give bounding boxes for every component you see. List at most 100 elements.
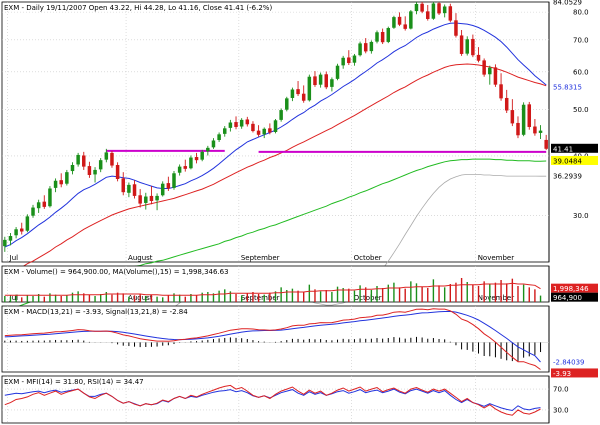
candle-body xyxy=(149,195,154,202)
candle-body xyxy=(454,20,458,36)
osc-right-label-bg xyxy=(551,384,598,394)
candle-body xyxy=(409,11,413,29)
panel-title: EXM - MACD(13,21) = -3.93, Signal(13,21,… xyxy=(4,308,188,316)
y-tick-label: 80.0 xyxy=(573,9,589,17)
candle-body xyxy=(194,157,199,161)
price-right-label: 55.8315 xyxy=(553,83,582,91)
candle-body xyxy=(363,43,368,52)
candle-body xyxy=(115,164,120,180)
candle-body xyxy=(279,110,283,120)
price-right-label: 84.0529 xyxy=(553,0,582,6)
candle-body xyxy=(93,169,97,175)
price-right-label-bg xyxy=(551,0,598,6)
candle-body xyxy=(341,57,345,66)
y-tick-label: 50.0 xyxy=(573,106,589,114)
price-panel: 30.040.050.060.070.080.0JulAugustSeptemb… xyxy=(1,0,598,355)
candle-body xyxy=(121,178,125,193)
panel-title: EXM - MFI(14) = 31.80, RSI(14) = 34.47 xyxy=(4,378,144,386)
candle-body xyxy=(14,229,18,236)
macd-panel: EXM - MACD(13,21) = -3.93, Signal(13,21,… xyxy=(1,305,598,378)
candle-body xyxy=(397,16,402,25)
candle-body xyxy=(222,128,227,134)
candle-body xyxy=(352,55,357,63)
candle-body xyxy=(488,67,492,75)
y-tick-label: 30.0 xyxy=(573,212,589,220)
x-tick-label: September xyxy=(241,294,280,302)
x-tick-label: October xyxy=(354,294,382,302)
candle-body xyxy=(36,202,41,209)
candle-body xyxy=(3,239,7,247)
candle-body xyxy=(313,76,317,86)
candle-body xyxy=(70,164,75,172)
candle-body xyxy=(155,195,159,201)
candle-body xyxy=(307,76,312,101)
panel-frame xyxy=(1,305,550,373)
candle-body xyxy=(324,74,329,88)
candle-body xyxy=(403,24,407,29)
macd-right-label-bg xyxy=(551,356,598,366)
candle-body xyxy=(431,3,436,19)
candle-body xyxy=(318,74,323,85)
candle-body xyxy=(206,147,210,152)
candle-body xyxy=(285,98,289,110)
y-tick-label: 60.0 xyxy=(573,68,589,76)
candle-body xyxy=(459,35,464,54)
candle-body xyxy=(510,110,515,124)
candle-body xyxy=(268,128,272,133)
volume-right-label: 1,998,346 xyxy=(553,285,589,293)
osc-right-label: 30.0 xyxy=(553,406,569,414)
x-tick-label: November xyxy=(478,254,515,262)
candle-body xyxy=(533,126,537,134)
candle-body xyxy=(414,3,419,12)
macd-right-label-bg xyxy=(551,368,598,378)
x-tick-label: Jul xyxy=(9,254,19,262)
candle-body xyxy=(110,152,114,166)
candle-body xyxy=(251,123,255,132)
mfi-line xyxy=(4,384,541,416)
candle-body xyxy=(239,119,244,127)
candle-body xyxy=(256,130,261,135)
candle-body xyxy=(234,122,238,127)
candle-body xyxy=(262,128,266,135)
candle-body xyxy=(42,201,47,207)
candle-body xyxy=(527,104,532,127)
candle-body xyxy=(369,41,374,52)
candle-body xyxy=(211,140,216,148)
candle-body xyxy=(132,184,137,196)
candle-body xyxy=(228,122,233,128)
volume-right-label-bg xyxy=(551,283,598,293)
candle-body xyxy=(476,54,481,61)
candle-body xyxy=(493,67,498,85)
candle-body xyxy=(217,134,221,141)
candle-body xyxy=(420,3,424,12)
candle-body xyxy=(273,120,278,132)
candle-body xyxy=(138,195,142,204)
x-tick-label: August xyxy=(128,254,153,262)
candle-body xyxy=(499,84,503,99)
candle-body xyxy=(375,32,379,42)
x-tick-label: September xyxy=(241,254,280,262)
candle-body xyxy=(160,183,165,196)
candle-body xyxy=(386,28,391,42)
price-right-label: 36.2939 xyxy=(553,173,582,181)
candle-body xyxy=(482,60,486,75)
price-right-label-bg xyxy=(551,155,598,165)
candle-body xyxy=(245,119,250,125)
candle-body xyxy=(330,79,334,87)
candle-body xyxy=(19,228,24,232)
candle-body xyxy=(538,130,543,133)
panel-frame xyxy=(1,375,550,424)
candle-body xyxy=(290,89,295,98)
candle-body xyxy=(166,183,171,189)
candle-body xyxy=(59,180,63,185)
candle-body xyxy=(437,3,441,14)
candle-body xyxy=(25,216,30,231)
candle-body xyxy=(127,184,131,193)
candle-body xyxy=(144,196,148,203)
candle-body xyxy=(183,166,188,169)
candle-body xyxy=(65,172,69,184)
candle-body xyxy=(98,160,103,170)
x-tick-label: Jul xyxy=(9,294,19,302)
